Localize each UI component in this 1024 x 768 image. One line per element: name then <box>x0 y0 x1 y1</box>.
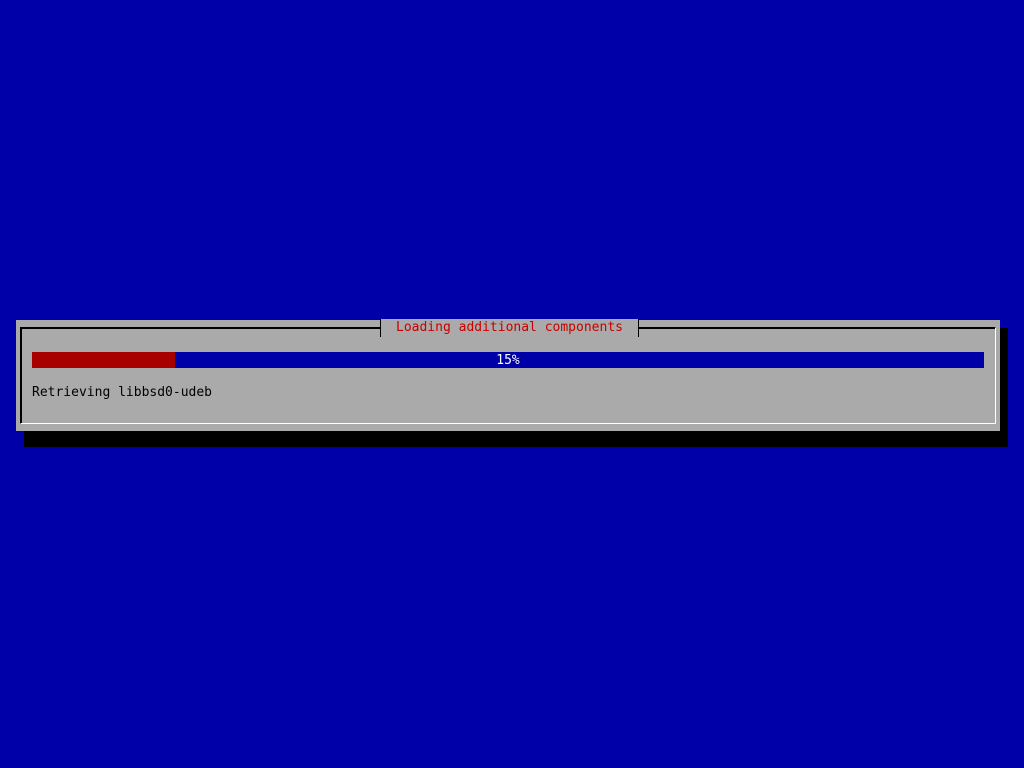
progress-bar: 15% <box>32 352 984 368</box>
progress-percent: 15% <box>496 353 520 368</box>
status-text: Retrieving libbsd0-udeb <box>32 385 213 400</box>
dialog-title: Loading additional components <box>380 319 639 337</box>
dialog-shadow-side <box>1000 328 1008 447</box>
dialog-shadow <box>24 431 1008 447</box>
progress-dialog: Loading additional components 15% Retrie… <box>16 319 1000 431</box>
dialog-frame <box>20 327 996 424</box>
progress-fill <box>32 352 175 368</box>
